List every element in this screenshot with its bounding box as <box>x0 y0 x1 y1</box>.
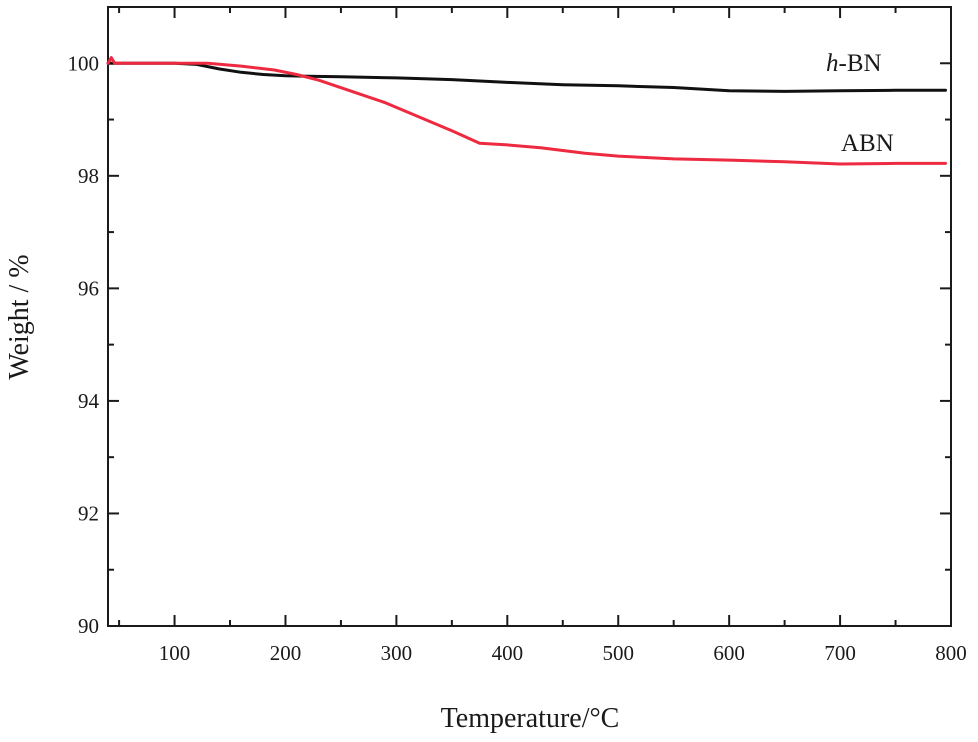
y-tick-label: 98 <box>78 164 99 188</box>
plot-frame <box>107 6 952 627</box>
y-tick-label: 92 <box>78 501 99 525</box>
x-tick-labels: 100 200 300 400 500 600 700 800 <box>159 641 967 665</box>
y-axis-title: Weight / % <box>4 254 35 379</box>
y-tick-label: 100 <box>68 51 100 75</box>
y-tick-label: 90 <box>78 614 99 638</box>
series-lines <box>106 56 947 166</box>
tick-marks <box>108 6 952 627</box>
series-label-hbn: h-BN <box>826 50 882 77</box>
y-tick-label: 94 <box>78 389 100 413</box>
x-tick-label: 800 <box>935 641 967 665</box>
x-tick-label: 100 <box>159 641 191 665</box>
x-tick-label: 200 <box>270 641 302 665</box>
x-tick-label: 300 <box>381 641 413 665</box>
series-label-abn: ABN <box>841 130 894 157</box>
x-tick-label: 500 <box>602 641 634 665</box>
x-tick-label: 400 <box>492 641 524 665</box>
series-label-hbn-suffix: -BN <box>839 50 882 77</box>
x-tick-label: 700 <box>824 641 856 665</box>
series-line-abn <box>106 56 947 166</box>
series-line-hbn <box>106 61 947 93</box>
y-tick-label: 96 <box>78 276 99 300</box>
x-tick-label: 600 <box>713 641 745 665</box>
series-label-hbn-prefix: h <box>826 50 839 77</box>
x-axis-title: Temperature/°C <box>441 703 620 734</box>
y-tick-labels: 90 92 94 96 98 100 <box>68 51 100 638</box>
